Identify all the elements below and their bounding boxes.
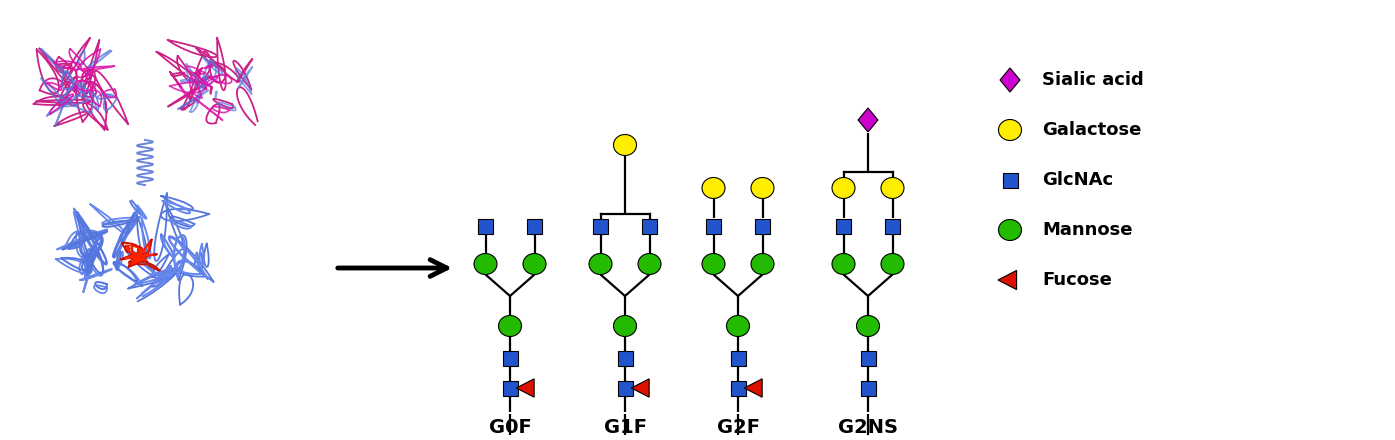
Text: G2F: G2F — [717, 418, 759, 436]
Bar — [731, 381, 745, 396]
Bar — [861, 351, 876, 366]
Ellipse shape — [702, 253, 725, 275]
Bar — [884, 219, 900, 234]
Bar — [706, 219, 721, 234]
Bar — [836, 219, 851, 234]
Bar — [502, 381, 518, 396]
Text: Fucose: Fucose — [1042, 271, 1112, 289]
Polygon shape — [997, 271, 1017, 290]
Text: G2NS: G2NS — [838, 418, 898, 436]
Text: Galactose: Galactose — [1042, 121, 1141, 139]
Ellipse shape — [999, 120, 1021, 140]
Ellipse shape — [857, 315, 879, 337]
Text: G1F: G1F — [604, 418, 646, 436]
Ellipse shape — [831, 177, 855, 198]
Polygon shape — [1000, 68, 1020, 92]
Bar — [755, 219, 770, 234]
Polygon shape — [858, 108, 877, 132]
Ellipse shape — [589, 253, 612, 275]
Ellipse shape — [831, 253, 855, 275]
Text: Sialic acid: Sialic acid — [1042, 71, 1144, 89]
Bar — [642, 219, 657, 234]
Ellipse shape — [751, 177, 774, 198]
Bar — [731, 351, 745, 366]
Ellipse shape — [882, 177, 904, 198]
Bar — [527, 219, 543, 234]
Bar — [618, 381, 632, 396]
Ellipse shape — [702, 177, 725, 198]
Bar — [618, 351, 632, 366]
Bar — [1003, 172, 1017, 187]
Text: G0F: G0F — [488, 418, 531, 436]
Ellipse shape — [999, 220, 1021, 241]
Ellipse shape — [498, 315, 522, 337]
Polygon shape — [516, 379, 534, 397]
Ellipse shape — [523, 253, 545, 275]
Bar — [502, 351, 518, 366]
Polygon shape — [745, 379, 762, 397]
Ellipse shape — [614, 315, 636, 337]
Bar — [478, 219, 492, 234]
Ellipse shape — [614, 135, 636, 155]
Bar — [861, 381, 876, 396]
Ellipse shape — [882, 253, 904, 275]
Bar — [593, 219, 608, 234]
Polygon shape — [632, 379, 649, 397]
Ellipse shape — [727, 315, 749, 337]
Ellipse shape — [638, 253, 661, 275]
Ellipse shape — [474, 253, 497, 275]
Ellipse shape — [751, 253, 774, 275]
Text: GlcNAc: GlcNAc — [1042, 171, 1113, 189]
Text: Mannose: Mannose — [1042, 221, 1133, 239]
